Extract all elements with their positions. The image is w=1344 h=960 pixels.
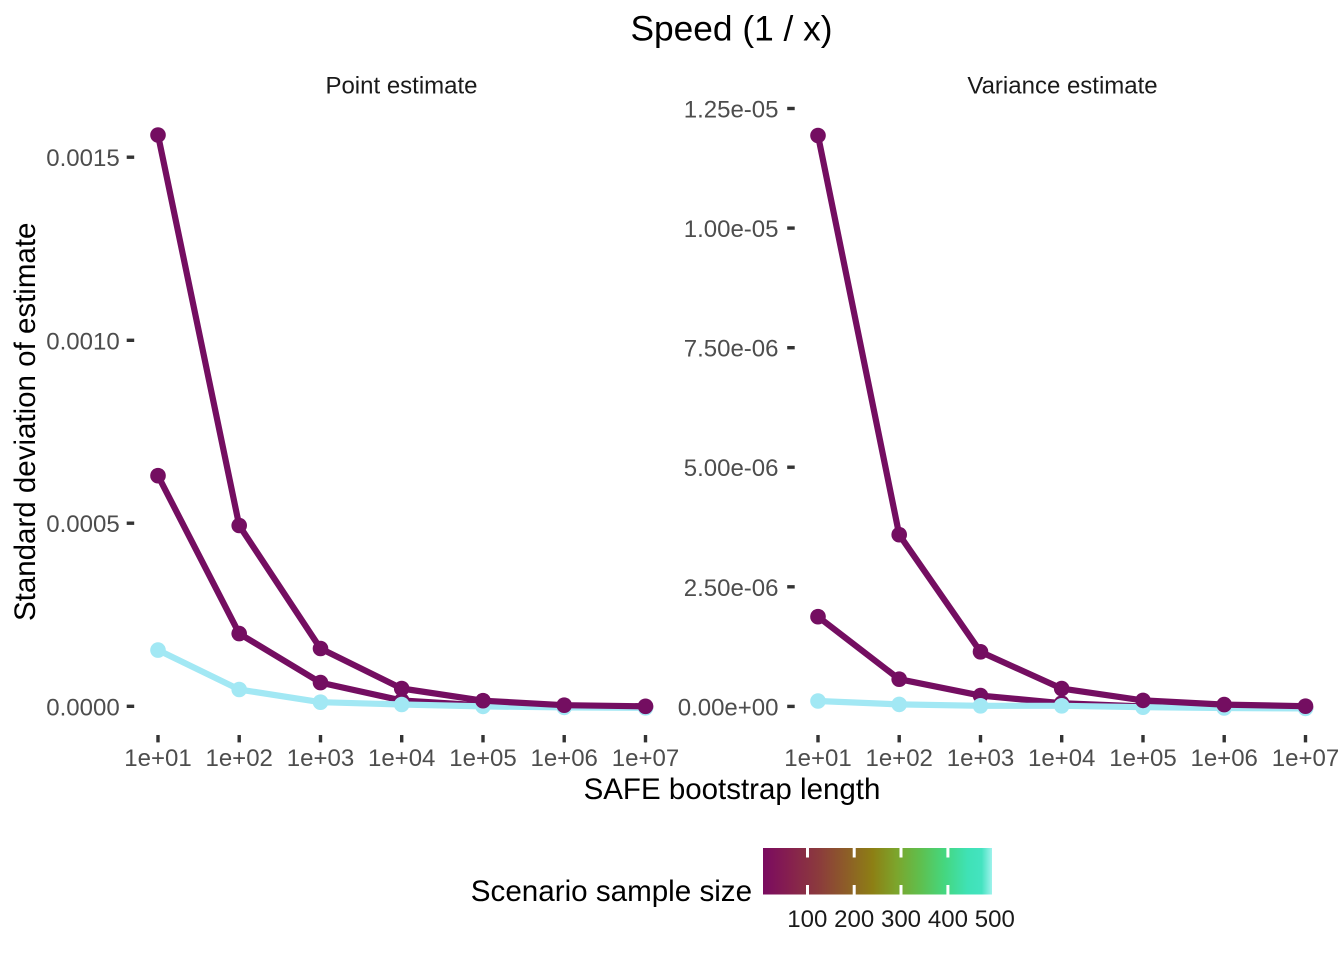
svg-text:1e+05: 1e+05 — [1109, 745, 1176, 772]
svg-text:0.0005: 0.0005 — [46, 511, 119, 538]
svg-text:1.25e-05: 1.25e-05 — [684, 97, 779, 124]
svg-text:Standard deviation of estimate: Standard deviation of estimate — [9, 223, 42, 622]
svg-text:5.00e-06: 5.00e-06 — [684, 455, 779, 482]
svg-text:1e+05: 1e+05 — [449, 745, 516, 772]
svg-text:1e+02: 1e+02 — [205, 745, 272, 772]
svg-text:1e+06: 1e+06 — [530, 745, 597, 772]
svg-text:0.00e+00: 0.00e+00 — [678, 694, 779, 721]
svg-text:1e+06: 1e+06 — [1190, 745, 1257, 772]
svg-text:1e+03: 1e+03 — [947, 745, 1014, 772]
svg-text:1e+07: 1e+07 — [1272, 745, 1339, 772]
svg-text:SAFE bootstrap length: SAFE bootstrap length — [584, 773, 881, 806]
svg-text:Variance estimate: Variance estimate — [967, 72, 1157, 99]
svg-text:1e+04: 1e+04 — [368, 745, 435, 772]
svg-text:0.0010: 0.0010 — [46, 328, 119, 355]
svg-text:2.50e-06: 2.50e-06 — [684, 575, 779, 602]
svg-text:Speed (1 / x): Speed (1 / x) — [630, 10, 832, 49]
svg-text:Scenario sample size: Scenario sample size — [471, 875, 752, 908]
svg-text:1e+04: 1e+04 — [1028, 745, 1095, 772]
svg-text:1e+07: 1e+07 — [612, 745, 679, 772]
svg-text:300: 300 — [881, 906, 921, 933]
svg-text:0.0000: 0.0000 — [46, 694, 119, 721]
svg-text:500: 500 — [975, 906, 1015, 933]
svg-text:200: 200 — [834, 906, 874, 933]
svg-text:0.0015: 0.0015 — [46, 145, 119, 172]
svg-text:1e+03: 1e+03 — [287, 745, 354, 772]
svg-text:Point estimate: Point estimate — [325, 72, 477, 99]
svg-text:1e+01: 1e+01 — [124, 745, 191, 772]
svg-text:1.00e-05: 1.00e-05 — [684, 216, 779, 243]
svg-text:7.50e-06: 7.50e-06 — [684, 336, 779, 363]
svg-text:400: 400 — [928, 906, 968, 933]
svg-text:1e+01: 1e+01 — [784, 745, 851, 772]
svg-text:100: 100 — [787, 906, 827, 933]
svg-text:1e+02: 1e+02 — [865, 745, 932, 772]
